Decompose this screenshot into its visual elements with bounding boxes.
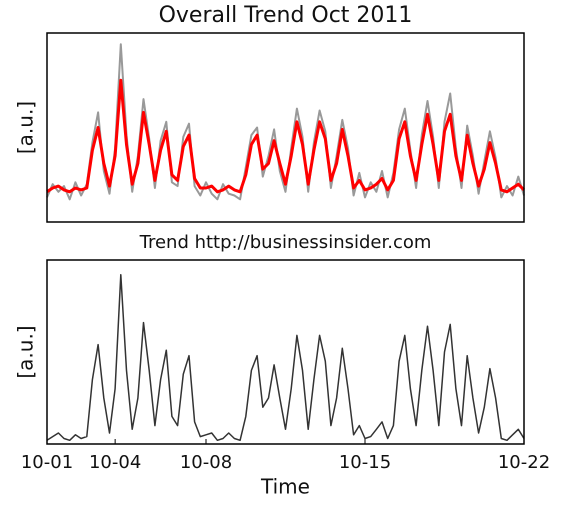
line-series: [46, 78, 526, 194]
x-tick-label: 10-08: [180, 452, 232, 473]
chart-title: Trend http://businessinsider.com: [139, 232, 432, 253]
chart-title: Overall Trend Oct 2011: [159, 3, 413, 28]
plot-frame: [46, 259, 525, 445]
line-series: [46, 273, 525, 442]
y-axis-label: [a.u.]: [14, 101, 38, 154]
x-tick-label: 10-15: [339, 452, 391, 473]
x-tick-label: 10-04: [89, 452, 141, 473]
x-tick-label: 10-01: [21, 452, 73, 473]
plot-frame: [46, 32, 525, 223]
y-axis-label: [a.u.]: [14, 325, 38, 378]
x-tick-label: 10-22: [498, 452, 550, 473]
x-axis-label: Time: [260, 475, 310, 499]
